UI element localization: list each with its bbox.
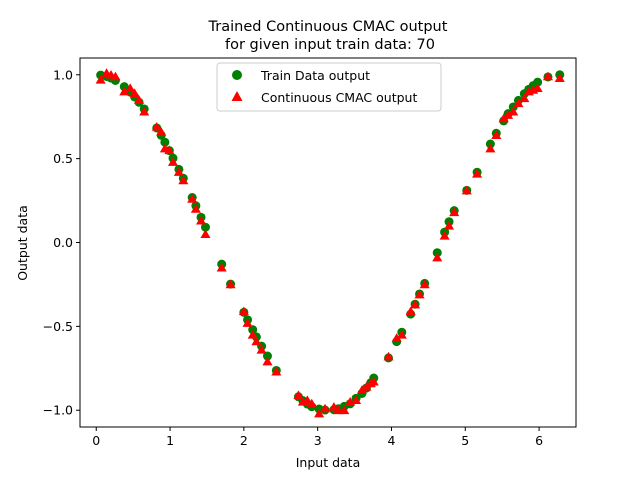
cmac-output-point [306,398,317,408]
x-tick-label: 4 [387,433,395,448]
cmac-output-point [164,145,175,155]
cmac-output-point [125,83,136,93]
cmac-output-point [396,329,407,339]
cmac-output-point [247,329,258,339]
cmac-output-point [519,93,530,103]
plot-area [95,68,565,418]
y-tick-label: 1.0 [53,67,73,82]
cmac-output-point [110,71,121,81]
cmac-output-point [190,204,201,213]
cmac-output-point [368,376,379,386]
train-data-point [432,248,442,258]
cmac-output-point [167,157,179,166]
train-data-point [160,137,170,147]
train-data-point [262,351,272,361]
cmac-output-point [542,71,553,81]
cmac-output-point [225,279,236,289]
y-tick-label: 0.5 [53,151,73,166]
cmac-output-point [314,408,325,418]
y-tick-label: −1.0 [43,403,73,418]
cmac-output-point [129,88,140,98]
cmac-output-point [293,390,304,399]
cmac-output-point [196,215,207,225]
cmac-output-point [472,168,483,178]
cmac-output-point [173,167,184,176]
cmac-output-point [271,366,282,376]
train-data-point [533,77,543,87]
cmac-output-point [405,306,416,316]
cmac-output-point [410,299,421,309]
cmac-output-point [178,175,189,185]
cmac-output-point [139,106,150,116]
train-data-point [200,222,210,232]
legend-box [216,62,442,112]
cmac-output-point [320,403,331,413]
cmac-output-point [513,98,524,108]
cmac-output-point [383,351,394,361]
cmac-output-point [491,130,502,139]
cmac-output-point [508,106,519,116]
cmac-output-point [339,405,350,415]
chart-title-line-2: for given input train data: 70 [225,37,435,53]
cmac-output-point [238,306,249,316]
x-tick-label: 2 [240,433,248,448]
cmac-output-point [328,402,339,411]
cmac-output-point [449,207,460,217]
cmac-output-point [444,220,455,230]
cmac-output-point [439,230,450,240]
x-tick-label: 0 [92,433,100,448]
x-tick-label: 5 [461,433,469,448]
y-tick-label: −0.5 [43,319,73,334]
cmac-output-point [119,86,130,96]
cmac-output-point [95,75,106,84]
cmac-output-point [216,262,227,272]
x-axis-label: Input data [296,455,361,470]
cmac-output-point [256,345,267,354]
train-data-point [248,325,258,335]
y-tick-label: 0.0 [53,235,73,250]
x-tick-label: 1 [166,433,174,448]
cmac-output-point [461,185,472,195]
cmac-output-point [134,95,145,104]
legend-marker-train [232,70,242,80]
cmac-output-point [251,336,262,346]
cmac-output-point [262,356,273,366]
chart-title-line-1: Trained Continuous CMAC output [208,19,448,35]
legend-marker-cmac [231,91,243,101]
series-cmac-markers [95,68,565,418]
cmac-output-point [302,395,313,405]
cmac-output-point [187,194,198,203]
legend: Train Data output Continuous CMAC output [216,62,442,112]
cmac-output-point [554,73,565,82]
cmac-output-point [151,121,162,131]
x-tick-label: 6 [535,433,543,448]
legend-label-train: Train Data output [260,68,370,83]
x-axis-ticks: 0 1 2 3 4 5 6 [92,427,543,448]
legend-label-cmac: Continuous CMAC output [261,90,417,105]
y-axis-ticks: −1.0 −0.5 0.0 0.5 1.0 [43,67,80,418]
cmac-output-point [503,110,514,119]
cmac-output-point [156,127,167,136]
cmac-output-point [485,143,496,153]
cmac-output-point [200,229,211,238]
train-data-point [119,82,129,92]
cmac-output-point [432,252,443,262]
cmac-output-point [532,83,543,93]
cmac-output-point [419,279,430,289]
y-axis-label: Output data [15,205,30,281]
cmac-output-point [242,318,253,327]
cmac-output-point [351,395,362,405]
cmac-output-point [414,289,425,299]
x-tick-label: 3 [314,433,322,448]
cmac-output-point [391,333,402,342]
